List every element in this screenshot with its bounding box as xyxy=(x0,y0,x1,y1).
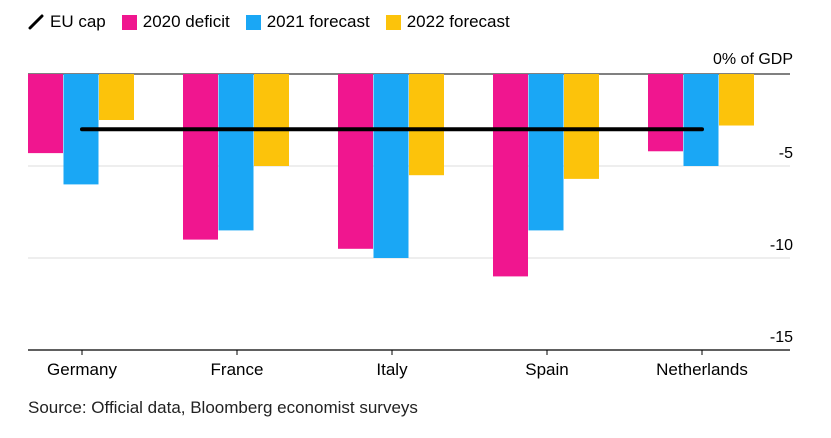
legend-item-2021-forecast: 2021 forecast xyxy=(245,12,370,32)
source-note: Source: Official data, Bloomberg economi… xyxy=(28,398,418,417)
x-tick-label: Italy xyxy=(376,360,408,379)
legend-swatch-2020 xyxy=(121,14,137,30)
bar-2020-deficit xyxy=(338,74,373,249)
y-tick-label: -15 xyxy=(770,329,793,346)
bar-2021-forecast xyxy=(373,74,409,258)
legend: EU cap 2020 deficit 2021 forecast 2022 f… xyxy=(28,12,510,32)
y-tick-label: -5 xyxy=(779,145,793,162)
legend-label-2020: 2020 deficit xyxy=(142,12,230,31)
bar-2022-forecast xyxy=(254,74,289,166)
bar-2021-forecast xyxy=(218,74,254,231)
legend-item-2020-deficit: 2020 deficit xyxy=(121,12,230,32)
bar-2022-forecast xyxy=(564,74,599,179)
bar-2020-deficit xyxy=(493,74,528,277)
bar-2020-deficit xyxy=(648,74,683,152)
x-tick-label: France xyxy=(211,360,264,379)
line-icon xyxy=(28,14,44,30)
bar-2022-forecast xyxy=(99,74,134,120)
bar-2022-forecast xyxy=(409,74,444,176)
bar-2021-forecast xyxy=(528,74,564,231)
x-tick-label: Spain xyxy=(525,360,568,379)
y-unit-label: 0% of GDP xyxy=(713,51,793,68)
bar-2022-forecast xyxy=(719,74,754,126)
y-tick-label: -10 xyxy=(770,237,793,254)
bar-2020-deficit xyxy=(28,74,63,154)
x-tick-label: Germany xyxy=(47,360,117,379)
bar-2021-forecast xyxy=(683,74,719,166)
legend-label-2022: 2022 forecast xyxy=(406,12,510,31)
legend-swatch-2022 xyxy=(385,14,401,30)
legend-item-eu-cap: EU cap xyxy=(28,12,106,32)
legend-label-2021: 2021 forecast xyxy=(266,12,370,31)
bar-chart: -5 -10 -15 0% of GDP Germany France Italy Spain… xyxy=(28,51,793,379)
legend-label-eu-cap: EU cap xyxy=(50,12,106,31)
legend-item-2022-forecast: 2022 forecast xyxy=(385,12,510,32)
legend-swatch-2021 xyxy=(245,14,261,30)
bar-2020-deficit xyxy=(183,74,218,240)
x-tick-label: Netherlands xyxy=(656,360,748,379)
